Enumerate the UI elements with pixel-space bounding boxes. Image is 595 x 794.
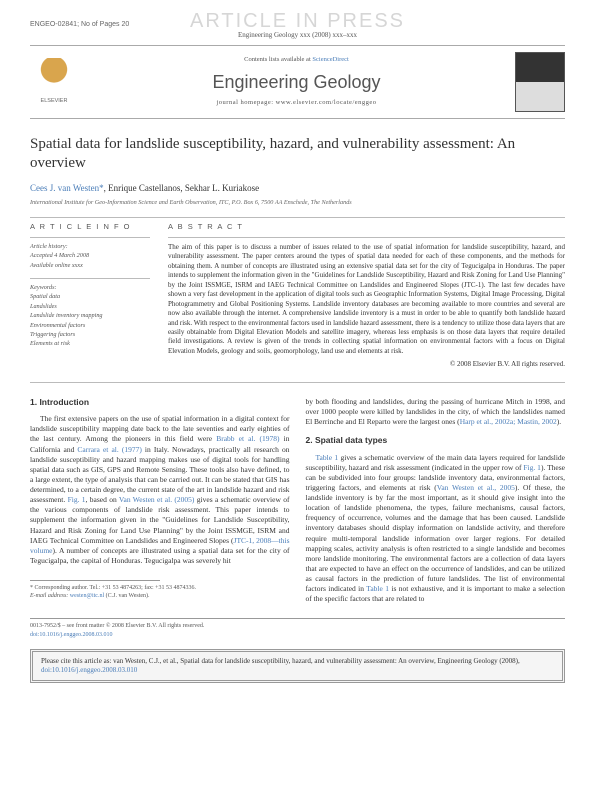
doi-link[interactable]: doi:10.1016/j.enggeo.2008.03.010	[30, 631, 565, 639]
article-title: Spatial data for landslide susceptibilit…	[30, 135, 565, 173]
elsevier-tree-icon	[36, 58, 72, 96]
history-accepted: Accepted 4 March 2008	[30, 252, 150, 260]
body-paragraph: by both flooding and landslides, during …	[306, 397, 566, 427]
rule	[30, 237, 150, 238]
section-2-head: 2. Spatial data types	[306, 435, 566, 446]
text-run: (C.J. van Westen).	[104, 593, 149, 599]
section-1-head: 1. Introduction	[30, 397, 290, 408]
table-link[interactable]: Table 1	[316, 453, 339, 462]
cite-text: Please cite this article as: van Westen,…	[41, 657, 520, 665]
abstract-text: The aim of this paper is to discuss a nu…	[168, 243, 565, 356]
journal-cover-thumbnail	[515, 52, 565, 112]
email-link[interactable]: westen@itc.nl	[70, 593, 104, 599]
rule	[168, 237, 565, 238]
figure-link[interactable]: Fig. 1	[523, 463, 541, 472]
keyword: Triggering factors	[30, 331, 150, 339]
publisher-logo-block: ELSEVIER	[30, 52, 78, 112]
author-link-1[interactable]: Cees J. van Westen	[30, 183, 99, 193]
footnote-line: E-mail address: westen@itc.nl (C.J. van …	[30, 592, 290, 600]
corresponding-footnote: * Corresponding author. Tel.: +31 53 487…	[30, 584, 290, 600]
citation-link[interactable]: Brabb et al. (1978)	[216, 434, 279, 443]
journal-homepage: journal homepage: www.elsevier.com/locat…	[78, 99, 515, 108]
text-run: ).	[557, 417, 561, 426]
article-history: Article history: Accepted 4 March 2008 A…	[30, 243, 150, 270]
citation-link[interactable]: Carrara et al. (1977)	[77, 445, 141, 454]
text-run: ). A number of concepts are illustrated …	[30, 546, 290, 565]
front-matter-line: 0013-7952/$ – see front matter © 2008 El…	[30, 622, 565, 630]
publisher-name: ELSEVIER	[41, 98, 68, 105]
watermark: ARTICLE IN PRESS	[0, 8, 595, 35]
citation-link[interactable]: Van Westen et al. (2005)	[119, 495, 195, 504]
keyword: Landslide inventory mapping	[30, 312, 150, 320]
text-run: E-mail address:	[30, 593, 70, 599]
table-link[interactable]: Table 1	[366, 584, 389, 593]
abstract-copyright: © 2008 Elsevier B.V. All rights reserved…	[168, 360, 565, 369]
contents-available-line: Contents lists available at ScienceDirec…	[78, 56, 515, 65]
article-info-head: A R T I C L E I N F O	[30, 222, 150, 232]
keyword: Elements at risk	[30, 340, 150, 348]
journal-header: ELSEVIER Contents lists available at Sci…	[30, 45, 565, 119]
keyword: Environmental factors	[30, 322, 150, 330]
author-rest: , Enrique Castellanos, Sekhar L. Kuriako…	[104, 183, 259, 193]
author-list: Cees J. van Westen*, Enrique Castellanos…	[30, 182, 565, 194]
citation-link[interactable]: Harp et al., 2002a; Mastin, 2002	[460, 417, 557, 426]
body-paragraph: Table 1 gives a schematic overview of th…	[306, 453, 566, 605]
rule	[30, 382, 565, 383]
history-label: Article history:	[30, 243, 150, 251]
footnote-line: * Corresponding author. Tel.: +31 53 487…	[30, 584, 290, 592]
footnote-rule	[30, 580, 160, 581]
citation-link[interactable]: Van Westen et al., 2005	[437, 483, 515, 492]
journal-title: Engineering Geology	[78, 70, 515, 94]
citation-box: Please cite this article as: van Westen,…	[30, 649, 565, 684]
history-online: Available online xxxx	[30, 262, 150, 270]
keyword: Spatial data	[30, 293, 150, 301]
affiliation: International Institute for Geo-Informat…	[30, 199, 565, 207]
keywords-label: Keywords:	[30, 284, 150, 292]
text-run: ). Of these, the landslide inventory is …	[306, 483, 566, 593]
abstract-head: A B S T R A C T	[168, 222, 565, 232]
contents-prefix: Contents lists available at	[244, 56, 312, 63]
footer-meta: 0013-7952/$ – see front matter © 2008 El…	[30, 618, 565, 638]
body-paragraph: The first extensive papers on the use of…	[30, 414, 290, 566]
keywords-block: Keywords: Spatial data Landslides Landsl…	[30, 284, 150, 349]
cite-doi-link[interactable]: doi:10.1016/j.enggeo.2008.03.010	[41, 666, 137, 674]
text-run: , based on	[86, 495, 119, 504]
rule	[30, 217, 565, 218]
rule	[30, 278, 150, 279]
keyword: Landslides	[30, 303, 150, 311]
figure-link[interactable]: Fig. 1	[68, 495, 86, 504]
sciencedirect-link[interactable]: ScienceDirect	[312, 56, 348, 63]
